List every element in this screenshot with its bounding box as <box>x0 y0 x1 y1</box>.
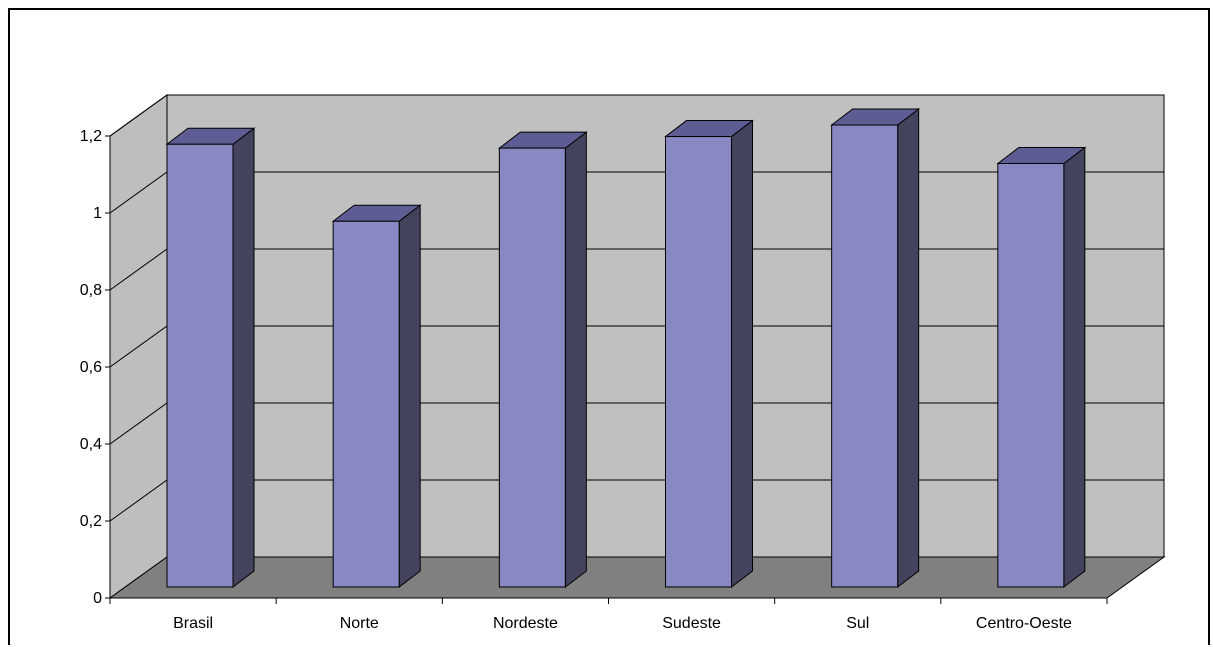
bar-side <box>731 119 753 589</box>
bar-front <box>166 143 234 588</box>
bar-side <box>232 127 255 589</box>
bar <box>331 204 422 589</box>
bar-side <box>398 204 421 589</box>
x-tick-label: Sudeste <box>662 615 721 632</box>
bar <box>664 119 754 589</box>
x-tick-label: Brasil <box>173 615 213 632</box>
y-tick-label: 1 <box>93 205 102 222</box>
y-tick-label: 0,6 <box>80 359 102 376</box>
bar <box>830 107 921 589</box>
bar-side <box>1063 146 1086 589</box>
y-tick-label: 0 <box>93 590 102 607</box>
bar <box>497 131 588 589</box>
bar-side <box>564 131 587 589</box>
bar-front <box>665 136 732 588</box>
y-tick-label: 0,2 <box>80 513 102 530</box>
y-tick-label: 0,4 <box>80 436 102 453</box>
bars <box>165 107 1087 589</box>
bar-front <box>831 124 899 588</box>
bar-front <box>332 220 400 588</box>
y-tick-label: 0,8 <box>80 282 102 299</box>
x-tick-label: Nordeste <box>493 615 558 632</box>
x-tick-label: Norte <box>340 615 379 632</box>
x-tick-label: Centro-Oeste <box>976 615 1072 632</box>
bar <box>165 127 256 589</box>
x-tick-label: Sul <box>846 615 869 632</box>
gridline <box>109 94 1164 137</box>
bar-front <box>498 147 566 588</box>
bar-chart: 0 0,2 0,4 0,6 0,8 1 1,2 Brasil Norte Nordeste Sud… <box>80 94 1166 632</box>
y-tick-label: 1,2 <box>80 128 102 145</box>
axes <box>105 135 1108 604</box>
x-tick-labels: Brasil Norte Nordeste Sudeste Sul Centro-Oest… <box>173 615 1072 632</box>
chart-frame: 0 0,2 0,4 0,6 0,8 1 1,2 Brasil Norte Nordeste Sud… <box>8 8 1210 645</box>
bar <box>996 146 1087 589</box>
bar-front <box>997 163 1065 588</box>
y-tick-labels: 0 0,2 0,4 0,6 0,8 1 1,2 <box>80 128 102 607</box>
bar-side <box>897 107 920 589</box>
